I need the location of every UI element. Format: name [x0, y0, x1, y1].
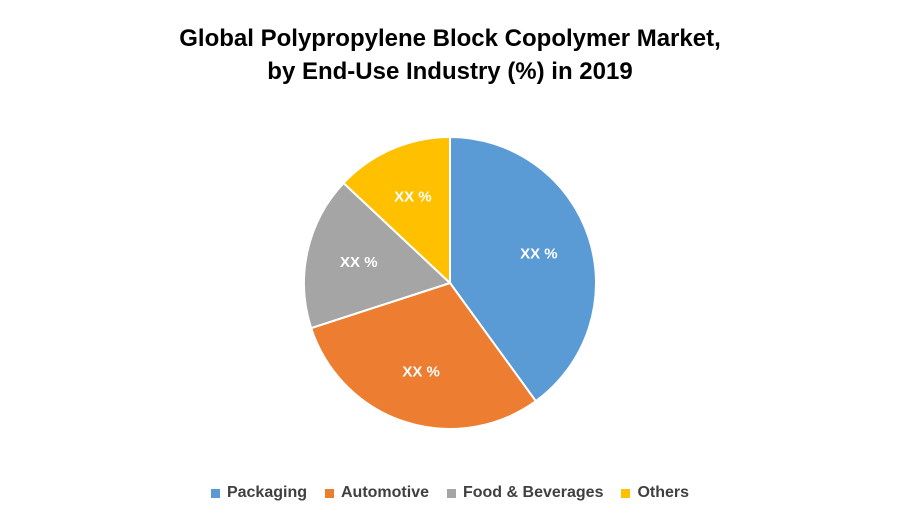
legend-label-automotive: Automotive [340, 484, 429, 501]
legend-item-automotive: Automotive [324, 484, 429, 502]
pie-slice-others [342, 135, 451, 286]
chart-title-line-2: by End-Use Industry (%) in 2019 [267, 58, 633, 85]
data-label-food-beverages: XX % [340, 254, 378, 271]
legend-swatch-packaging [210, 488, 220, 498]
legend-swatch-automotive [324, 488, 334, 498]
chart-legend: Packaging Automotive Food & Beverages Other… [0, 484, 900, 502]
legend-swatch-food-beverages [446, 488, 456, 498]
data-label-automotive: XX % [402, 363, 440, 380]
data-label-packaging: XX % [520, 246, 558, 263]
pie-slice-packaging [449, 135, 597, 403]
legend-label-others: Others [637, 484, 690, 501]
legend-item-packaging: Packaging [210, 484, 307, 502]
legend-label-packaging: Packaging [226, 484, 307, 501]
data-label-others: XX % [394, 189, 432, 206]
legend-swatch-others [621, 488, 631, 498]
legend-item-others: Others [621, 484, 689, 502]
pie-slice-automotive [309, 281, 538, 430]
chart-title-line-1: Global Polypropylene Block Copolymer Mar… [179, 25, 721, 52]
legend-item-food-beverages: Food & Beverages [446, 484, 604, 502]
legend-label-food-beverages: Food & Beverages [462, 484, 604, 501]
pie-slice-food-beverages [303, 181, 452, 330]
chart-title: Global Polypropylene Block Copolymer Mar… [0, 22, 900, 88]
